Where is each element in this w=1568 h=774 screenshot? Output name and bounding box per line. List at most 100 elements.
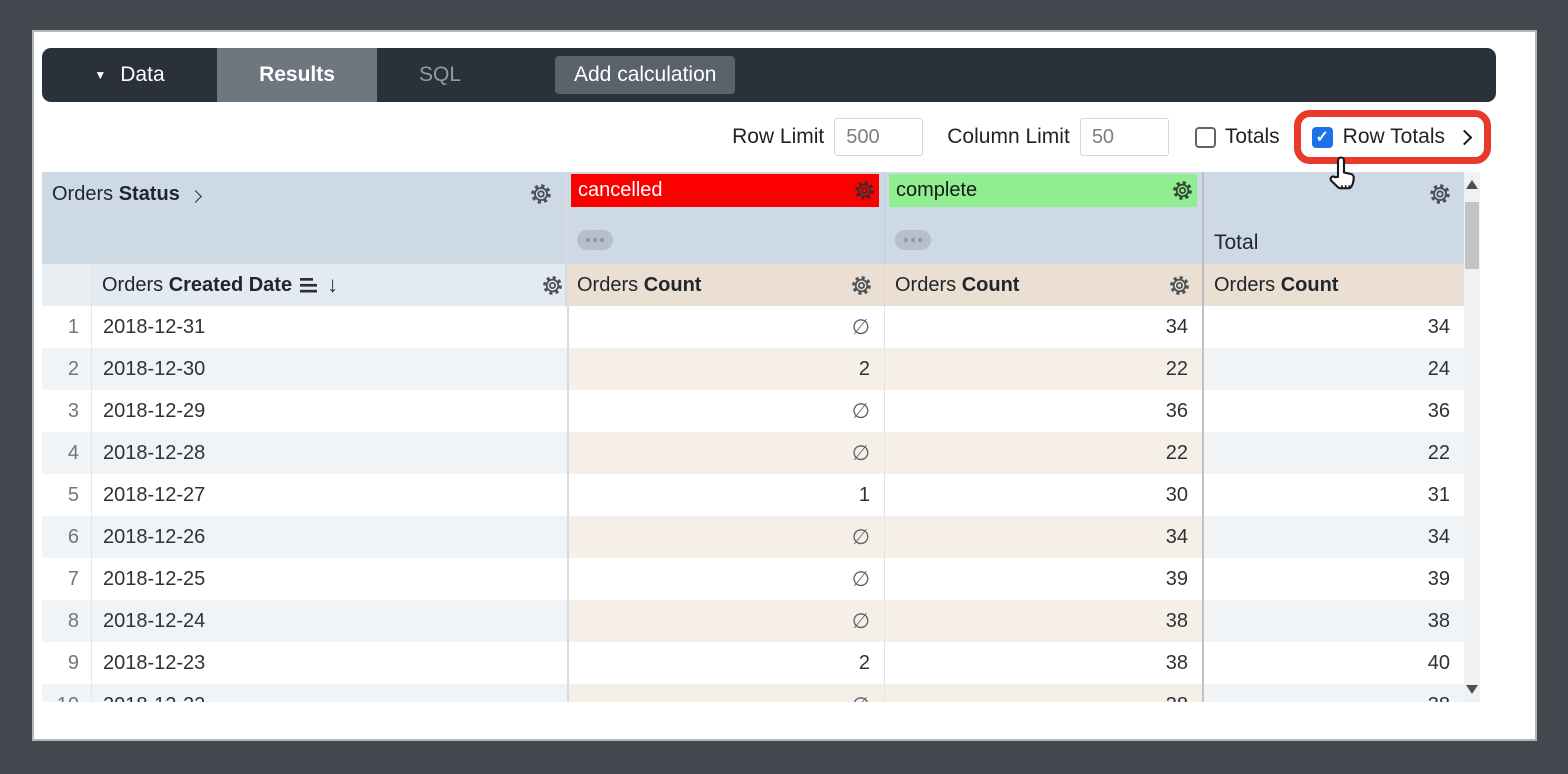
vertical-scrollbar[interactable]	[1464, 172, 1480, 702]
table-body: 1 2018-12-31 ∅ 34 34 2 2018-12-30 2 22 2…	[42, 306, 1464, 702]
gear-icon[interactable]	[1167, 273, 1192, 298]
totals-label: Totals	[1224, 125, 1280, 148]
cell-total-count[interactable]: 36	[1202, 390, 1464, 432]
cell-cancelled-count[interactable]: ∅	[567, 390, 884, 432]
column-header-orders-count-total[interactable]: Orders Count	[1202, 264, 1464, 306]
row-totals-highlight: ✓ Row Totals	[1293, 110, 1491, 190]
cell-date[interactable]: 2018-12-29	[92, 390, 567, 432]
cell-complete-count[interactable]: 34	[884, 516, 1202, 558]
table-header: Orders Status cancelled	[42, 172, 1464, 306]
cell-cancelled-count[interactable]: ∅	[567, 600, 884, 642]
pivot-value-complete[interactable]: complete	[889, 174, 1197, 207]
date-granularity-icon	[300, 277, 318, 292]
cell-cancelled-count[interactable]: ∅	[567, 684, 884, 702]
row-limit-input[interactable]	[834, 118, 924, 156]
row-totals-expand-chevron-icon[interactable]	[1456, 129, 1473, 145]
cell-total-count[interactable]: 38	[1202, 600, 1464, 642]
chevron-right-icon	[189, 190, 203, 203]
add-calculation-button[interactable]: Add calculation	[555, 56, 736, 94]
scrollbar-thumb[interactable]	[1465, 202, 1479, 269]
column-limit-label: Column Limit	[947, 125, 1070, 148]
column-header-orders-count-cancelled[interactable]: Orders Count	[567, 264, 884, 306]
cursor-hand-icon	[1329, 156, 1355, 190]
ellipsis-button[interactable]	[577, 230, 613, 250]
cell-row-number: 4	[42, 432, 92, 474]
totals-checkbox[interactable]: ✓	[1194, 126, 1216, 148]
caret-down-icon: ▼	[94, 68, 107, 82]
cell-row-number: 8	[42, 600, 92, 642]
cell-total-count[interactable]: 24	[1202, 348, 1464, 390]
tab-sql[interactable]: SQL	[418, 63, 462, 86]
cell-date[interactable]: 2018-12-27	[92, 474, 567, 516]
cell-date[interactable]: 2018-12-26	[92, 516, 567, 558]
cell-cancelled-count[interactable]: 2	[567, 348, 884, 390]
cell-total-count[interactable]: 40	[1202, 642, 1464, 684]
cell-complete-count[interactable]: 38	[884, 600, 1202, 642]
cell-date[interactable]: 2018-12-30	[92, 348, 567, 390]
limits-toolbar: Row Limit Column Limit ✓ Totals ✓ Row To…	[34, 102, 1535, 190]
gear-icon[interactable]	[852, 178, 877, 203]
cell-date[interactable]: 2018-12-22	[92, 684, 567, 702]
cell-row-number: 10	[42, 684, 92, 702]
cell-cancelled-count[interactable]: 1	[567, 474, 884, 516]
cell-complete-count[interactable]: 39	[884, 558, 1202, 600]
gear-icon[interactable]	[1170, 178, 1195, 203]
cell-cancelled-count[interactable]: ∅	[567, 306, 884, 348]
data-menu-label: Data	[120, 63, 165, 86]
cell-row-number: 6	[42, 516, 92, 558]
cell-cancelled-count[interactable]: ∅	[567, 558, 884, 600]
cell-complete-count[interactable]: 34	[884, 306, 1202, 348]
cell-row-number: 7	[42, 558, 92, 600]
totals-group: ✓ Totals	[1194, 125, 1280, 149]
topbar: ▼ Data Results SQL Add calculation	[42, 48, 1496, 102]
scrollbar-up-arrow-icon[interactable]	[1466, 180, 1478, 189]
cell-row-number: 5	[42, 474, 92, 516]
sort-desc-icon[interactable]: ↓	[327, 272, 339, 297]
cell-complete-count[interactable]: 22	[884, 348, 1202, 390]
tab-results[interactable]: Results	[217, 48, 377, 102]
cell-total-count[interactable]: 39	[1202, 558, 1464, 600]
cell-complete-count[interactable]: 38	[884, 642, 1202, 684]
ellipsis-button[interactable]	[895, 230, 931, 250]
pivot-column-cancelled: cancelled	[567, 172, 884, 264]
gear-icon[interactable]	[540, 273, 565, 298]
cell-row-number: 9	[42, 642, 92, 684]
cell-date[interactable]: 2018-12-31	[92, 306, 567, 348]
pivot-dimension-header[interactable]: Orders Status	[42, 172, 567, 264]
cell-total-count[interactable]: 31	[1202, 474, 1464, 516]
cell-row-number: 3	[42, 390, 92, 432]
cell-total-count[interactable]: 22	[1202, 432, 1464, 474]
cell-row-number: 1	[42, 306, 92, 348]
row-number-header	[42, 264, 92, 306]
cell-cancelled-count[interactable]: 2	[567, 642, 884, 684]
cell-total-count[interactable]: 34	[1202, 306, 1464, 348]
column-header-orders-created-date[interactable]: Orders Created Date ↓	[92, 264, 567, 306]
cell-complete-count[interactable]: 30	[884, 474, 1202, 516]
scrollbar-down-arrow-icon[interactable]	[1466, 685, 1478, 694]
gear-icon[interactable]	[1427, 181, 1453, 207]
cell-complete-count[interactable]: 36	[884, 390, 1202, 432]
gear-icon[interactable]	[849, 273, 874, 298]
gear-icon[interactable]	[528, 181, 554, 207]
data-menu[interactable]: ▼ Data	[42, 48, 217, 102]
row-totals-label: Row Totals	[1342, 125, 1445, 148]
cell-cancelled-count[interactable]: ∅	[567, 432, 884, 474]
cell-date[interactable]: 2018-12-23	[92, 642, 567, 684]
pivot-value-cancelled[interactable]: cancelled	[571, 174, 879, 207]
cell-date[interactable]: 2018-12-25	[92, 558, 567, 600]
explore-results-card: ▼ Data Results SQL Add calculation Row L…	[32, 30, 1537, 741]
cell-complete-count[interactable]: 22	[884, 432, 1202, 474]
column-limit-input[interactable]	[1079, 118, 1169, 156]
cell-date[interactable]: 2018-12-28	[92, 432, 567, 474]
cell-total-count[interactable]: 38	[1202, 684, 1464, 702]
cell-row-number: 2	[42, 348, 92, 390]
cell-complete-count[interactable]: 38	[884, 684, 1202, 702]
total-label: Total	[1214, 231, 1259, 254]
cell-date[interactable]: 2018-12-24	[92, 600, 567, 642]
row-totals-checkbox[interactable]: ✓	[1311, 126, 1333, 148]
cell-total-count[interactable]: 34	[1202, 516, 1464, 558]
column-header-orders-count-complete[interactable]: Orders Count	[884, 264, 1202, 306]
pivot-dimension-label: Orders Status	[52, 183, 203, 206]
results-table: Orders Status cancelled	[42, 172, 1480, 702]
cell-cancelled-count[interactable]: ∅	[567, 516, 884, 558]
